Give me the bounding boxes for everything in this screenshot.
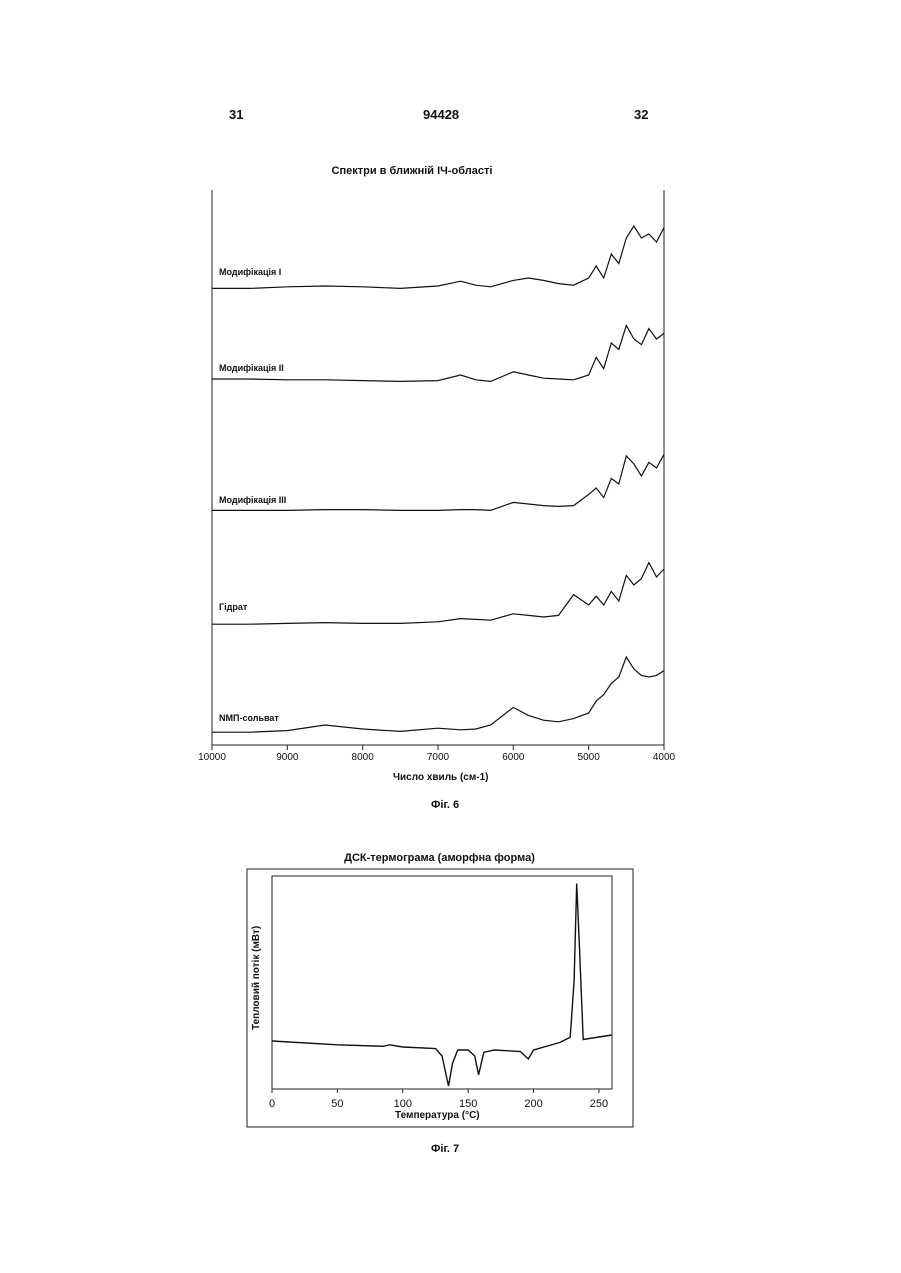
figure6-x-tick-label: 5000	[578, 752, 601, 763]
figure6-series-group	[212, 226, 664, 732]
figure7-x-tick-label: 50	[331, 1098, 343, 1110]
figure7-x-ticks: 0 50 100 150 200 250	[269, 1089, 608, 1110]
figure7-caption: Фіг. 7	[431, 1143, 459, 1155]
figure6-spectrum-label: NMП-сольват	[219, 713, 279, 723]
figure6-spectrum-label: Модифікація ІІ	[219, 363, 284, 373]
figure6-spectrum-label: Модифікація ІІІ	[219, 495, 286, 505]
figure6-chart: Модифікація І Модифікація ІІ Модифікація І…	[0, 0, 901, 820]
figure7-x-tick-label: 200	[524, 1098, 542, 1110]
figure7-outer-border	[247, 869, 633, 1127]
figure6-series-labels: Модифікація І Модифікація ІІ Модифікація І…	[219, 267, 286, 723]
figure7-xlabel: Температура (°С)	[395, 1110, 480, 1121]
figure6-spectrum-line	[212, 226, 664, 288]
figure6-x-tick-label: 8000	[352, 752, 375, 763]
figure7-ylabel: Тепловий потік (мВт)	[251, 926, 262, 1030]
figure6-spectrum-label: Гідрат	[219, 602, 248, 612]
figure6-spectrum-line	[212, 563, 664, 625]
figure6-x-ticks: 10000 9000 8000 7000 6000 5000 4000	[198, 745, 675, 763]
figure6-x-tick-label: 6000	[502, 752, 525, 763]
figure7-x-tick-label: 0	[269, 1098, 275, 1110]
figure7-dsc-curve	[272, 884, 612, 1087]
figure6-x-tick-label: 9000	[276, 752, 299, 763]
figure7-x-tick-label: 100	[394, 1098, 412, 1110]
figure7-plot-area	[272, 876, 612, 1089]
figure6-x-tick-label: 7000	[427, 752, 450, 763]
figure6-caption: Фіг. 6	[431, 799, 459, 811]
figure7-x-tick-label: 250	[590, 1098, 608, 1110]
figure6-xlabel: Число хвиль (см-1)	[393, 772, 489, 783]
figure6-spectrum-line	[212, 325, 664, 381]
figure6-x-tick-label: 4000	[653, 752, 676, 763]
figure7-x-tick-label: 150	[459, 1098, 477, 1110]
figure7-title: ДСК-термограма (аморфна форма)	[246, 852, 633, 864]
figure6-spectrum-line	[212, 657, 664, 732]
figure6-x-tick-label: 10000	[198, 752, 226, 763]
figure6-spectrum-label: Модифікація І	[219, 267, 281, 277]
